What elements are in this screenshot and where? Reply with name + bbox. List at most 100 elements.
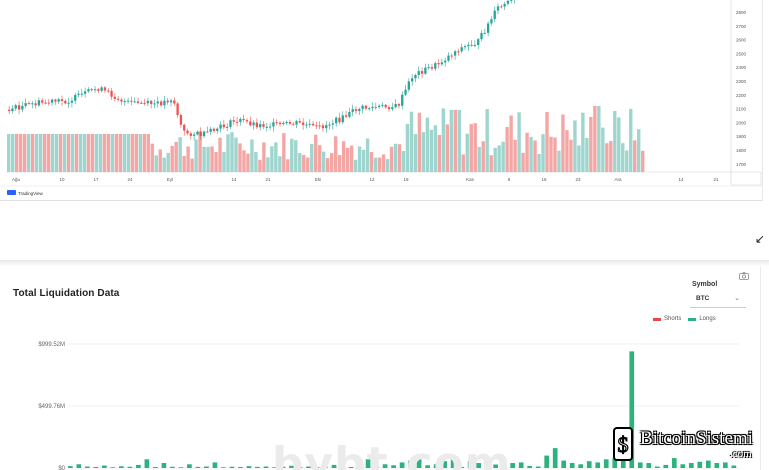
volume-bar (445, 124, 450, 172)
volume-bar (353, 159, 358, 172)
camera-icon[interactable] (739, 272, 749, 280)
volume-bar (477, 146, 481, 172)
longs-bar (221, 467, 226, 468)
date-tick-label: Ara (614, 177, 622, 182)
volume-bar (18, 134, 23, 172)
legend-item-longs[interactable]: Longs (688, 316, 716, 322)
longs-bar (306, 466, 311, 468)
volume-bar (465, 133, 469, 172)
volume-bar (326, 158, 330, 172)
candle-body (295, 121, 298, 125)
candle-body (50, 99, 54, 103)
arrow-southwest-icon[interactable]: ↙ (755, 232, 766, 246)
volume-bar (94, 134, 99, 172)
longs-bar (153, 467, 158, 468)
candle-body (328, 124, 331, 126)
candle-body (222, 124, 226, 128)
longs-bar (340, 466, 345, 468)
candle-body (265, 126, 268, 128)
longs-bar (595, 462, 601, 468)
longs-bar (561, 460, 567, 468)
volume-bar (86, 134, 91, 172)
volume-bar (549, 136, 553, 172)
volume-bar (82, 134, 87, 172)
volume-bar (214, 152, 218, 172)
volume-bar (170, 145, 174, 172)
candle-body (301, 122, 305, 125)
candle-body (150, 100, 153, 105)
volume-bar (290, 138, 294, 172)
volume-bar (310, 143, 314, 172)
volume-bar (413, 134, 418, 172)
legend-label-shorts: Shorts (664, 316, 682, 322)
volume-bar (365, 138, 370, 172)
candle-body (387, 107, 391, 110)
volume-bar (329, 153, 334, 172)
candle-body (285, 122, 288, 124)
volume-bar (266, 157, 270, 172)
price-tick-label: 2800 (736, 10, 747, 15)
candle-body (212, 128, 216, 131)
candle-body (397, 103, 401, 106)
candle-body (444, 60, 447, 63)
candle-body (473, 45, 477, 47)
candle-body (245, 120, 249, 122)
date-tick-label: 10 (59, 177, 65, 182)
date-tick-label: 24 (127, 177, 133, 182)
volume-bar (138, 134, 142, 172)
longs-bar (569, 463, 575, 468)
candle-body (424, 67, 427, 74)
volume-bar (613, 110, 617, 172)
date-tick-label: Ağu (12, 177, 21, 182)
longs-bar (484, 464, 490, 468)
longs-bar (178, 467, 184, 468)
volume-bar (545, 111, 549, 172)
volume-bar (174, 141, 178, 172)
longs-bar (170, 466, 175, 468)
candle-body (90, 89, 93, 91)
volume-bar (110, 134, 115, 172)
longs-bar (433, 464, 439, 468)
longs-bar (603, 459, 609, 468)
longs-bar (331, 464, 337, 468)
candle-body (275, 122, 278, 124)
longs-bar (518, 462, 524, 468)
candle-body (31, 103, 34, 105)
candle-body (434, 63, 437, 69)
volume-bar (254, 152, 258, 172)
symbol-select[interactable]: BTC ⌄ (690, 293, 746, 308)
volume-bar (146, 134, 150, 172)
legend-item-shorts[interactable]: Shorts (653, 316, 681, 322)
candle-body (143, 102, 146, 104)
candle-body (308, 123, 311, 125)
longs-bar (408, 460, 413, 468)
longs-bar (578, 464, 584, 468)
volume-bar (246, 153, 250, 172)
volume-bar (601, 127, 605, 172)
volume-bar (270, 146, 274, 172)
candle-body (368, 108, 371, 110)
volume-bar (210, 146, 214, 172)
longs-bar (297, 467, 303, 468)
volume-bar (425, 117, 430, 172)
volume-bar (158, 149, 162, 172)
volume-bar (501, 141, 505, 172)
volume-bar (178, 137, 182, 172)
candle-body (235, 121, 239, 123)
longs-bar (544, 455, 550, 468)
price-tick-label: 2700 (736, 24, 747, 29)
candle-body (467, 44, 470, 47)
volume-bar (405, 123, 410, 172)
longs-bar (127, 466, 133, 468)
longs-bar (612, 458, 618, 468)
candle-body (103, 87, 107, 91)
volume-bar (513, 139, 517, 172)
volume-bar (449, 110, 453, 172)
volume-bar (485, 109, 489, 172)
price-tick-label: 2600 (736, 38, 747, 43)
candle-body (21, 105, 24, 110)
candle-body (351, 109, 354, 112)
tradingview-logo-icon (7, 190, 16, 195)
candle-body (503, 3, 506, 7)
candle-body (430, 67, 434, 69)
